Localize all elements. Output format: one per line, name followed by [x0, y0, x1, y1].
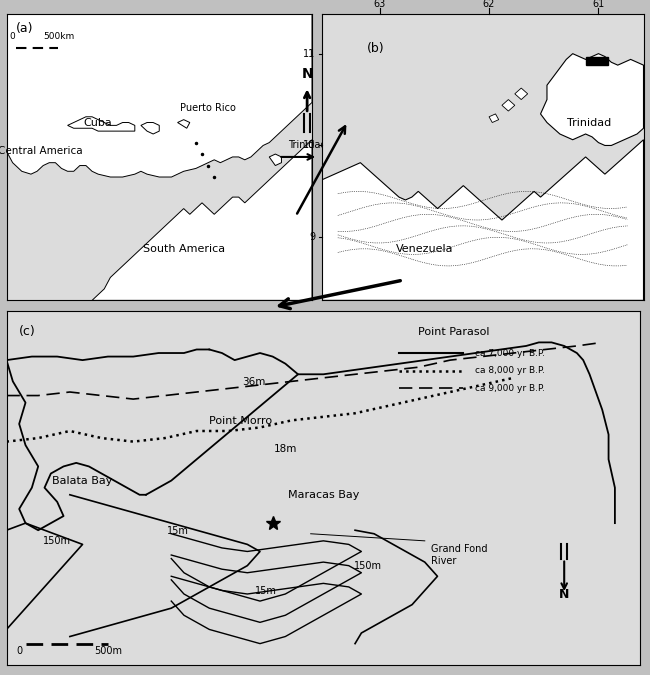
Polygon shape	[141, 123, 159, 134]
Text: Trinidad: Trinidad	[287, 140, 326, 151]
Text: 15m: 15m	[166, 526, 188, 536]
Polygon shape	[269, 154, 281, 165]
Text: ca 9,000 yr B.P.: ca 9,000 yr B.P.	[476, 384, 545, 393]
Text: 500km: 500km	[43, 32, 74, 41]
Text: Point Parasol: Point Parasol	[419, 327, 490, 338]
Text: ca 7,000 yr B.P.: ca 7,000 yr B.P.	[476, 348, 545, 358]
Text: 10: 10	[303, 140, 315, 151]
Polygon shape	[68, 117, 135, 131]
Text: 62: 62	[483, 0, 495, 9]
Text: (a): (a)	[16, 22, 33, 35]
Text: (c): (c)	[20, 325, 36, 338]
Text: N: N	[302, 68, 313, 81]
Text: N: N	[559, 588, 569, 601]
Text: Venezuela: Venezuela	[396, 244, 454, 254]
Text: 0: 0	[16, 646, 22, 656]
Text: 61: 61	[592, 0, 604, 9]
Polygon shape	[6, 14, 312, 177]
Polygon shape	[541, 54, 644, 146]
Text: 9: 9	[309, 232, 315, 242]
Text: Central America: Central America	[0, 146, 83, 156]
Text: 18m: 18m	[274, 444, 297, 454]
Text: 15m: 15m	[255, 586, 278, 596]
Text: 36m: 36m	[242, 377, 265, 387]
Bar	[586, 57, 608, 65]
Text: (b): (b)	[367, 42, 384, 55]
Text: Point Morro: Point Morro	[209, 416, 272, 426]
Text: 63: 63	[374, 0, 386, 9]
Text: 150m: 150m	[43, 537, 72, 546]
Text: 150m: 150m	[354, 561, 382, 571]
Polygon shape	[92, 140, 312, 300]
Polygon shape	[177, 119, 190, 128]
Text: 500m: 500m	[94, 646, 122, 656]
Text: Trinidad: Trinidad	[567, 117, 611, 128]
Text: ca 8,000 yr B.P.: ca 8,000 yr B.P.	[476, 367, 545, 375]
Polygon shape	[489, 114, 499, 123]
Text: Maracas Bay: Maracas Bay	[288, 490, 359, 500]
Polygon shape	[515, 88, 528, 100]
Text: South America: South America	[142, 244, 225, 254]
Polygon shape	[502, 100, 515, 111]
Text: 0: 0	[10, 32, 16, 41]
Text: Grand Fond
River: Grand Fond River	[431, 544, 488, 566]
Text: Cuba: Cuba	[84, 117, 112, 128]
Text: 11: 11	[303, 49, 315, 59]
Text: Balata Bay: Balata Bay	[53, 476, 112, 486]
Polygon shape	[322, 140, 644, 300]
Text: Puerto Rico: Puerto Rico	[180, 103, 236, 113]
